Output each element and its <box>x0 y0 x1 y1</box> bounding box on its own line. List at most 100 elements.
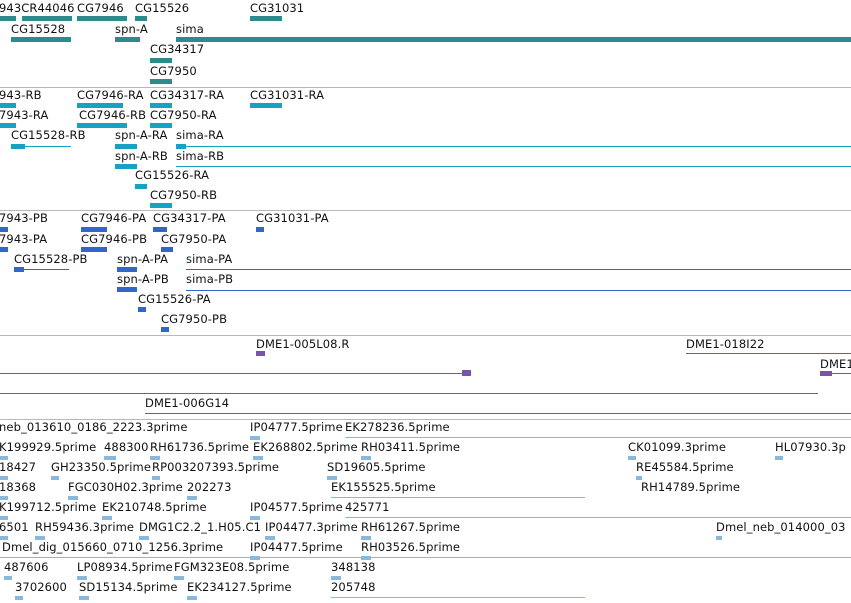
est-feature[interactable] <box>0 516 8 520</box>
transcript-feature[interactable] <box>250 103 282 108</box>
est-label[interactable]: SD15134.5prime <box>79 580 178 594</box>
protein-feature[interactable] <box>161 327 169 332</box>
protein-feature[interactable] <box>138 307 146 312</box>
est-label[interactable]: K199929.5prime <box>0 440 97 454</box>
est-label[interactable]: neb_013610_0186_2223.3prime <box>0 420 188 434</box>
transcript-feature[interactable] <box>150 103 172 108</box>
clone-label[interactable]: DME1-005L08.R <box>256 337 350 351</box>
est-feature[interactable] <box>361 456 371 460</box>
protein-label[interactable]: sima-PA <box>186 252 233 266</box>
gene-label[interactable]: CG7946 <box>77 1 124 15</box>
est-feature[interactable] <box>68 496 78 500</box>
gene-label[interactable]: CG7950 <box>150 64 197 78</box>
est-label[interactable]: IP04477.5prime <box>250 540 343 554</box>
est-label[interactable]: 6501 <box>0 520 29 534</box>
gene-feature[interactable] <box>250 16 282 21</box>
transcript-label[interactable]: CG7950-RA <box>150 108 217 122</box>
est-feature[interactable] <box>636 476 642 480</box>
gene-label[interactable]: CG15526 <box>135 1 190 15</box>
transcript-label[interactable]: sima-RA <box>176 128 224 142</box>
transcript-label[interactable]: 943-RB <box>0 88 42 102</box>
gene-feature[interactable] <box>135 16 147 21</box>
est-feature[interactable] <box>139 536 149 540</box>
protein-feature[interactable] <box>153 227 167 232</box>
est-label[interactable]: RE45584.5prime <box>636 460 734 474</box>
est-feature[interactable] <box>250 516 260 520</box>
protein-label[interactable]: sima-PB <box>186 272 234 286</box>
gene-label[interactable]: 943CR44046 <box>0 1 75 15</box>
clone-label[interactable]: DME1-006G14 <box>145 396 230 410</box>
protein-feature[interactable] <box>0 247 8 252</box>
est-feature[interactable] <box>628 456 636 460</box>
transcript-label[interactable]: CG7950-RB <box>150 188 218 202</box>
gene-label[interactable]: CG15528 <box>11 22 66 36</box>
clone-label[interactable]: DME1-018I22 <box>686 337 765 351</box>
est-feature[interactable] <box>150 456 160 460</box>
protein-feature[interactable] <box>0 227 8 232</box>
est-feature[interactable] <box>51 476 59 480</box>
est-label[interactable]: Dmel_neb_014000_03 <box>716 520 846 534</box>
gene-feature[interactable] <box>77 16 127 21</box>
est-feature[interactable] <box>361 536 371 540</box>
est-label[interactable]: EK278236.5prime <box>345 420 450 434</box>
transcript-feature[interactable] <box>77 103 123 108</box>
est-label[interactable]: K199712.5prime <box>0 500 97 514</box>
transcript-label[interactable]: spn-A-RA <box>115 128 168 142</box>
transcript-label[interactable]: CG31031-RA <box>250 88 325 102</box>
protein-label[interactable]: 7943-PB <box>0 211 48 225</box>
est-label[interactable]: DMG1C2.2_1.H05.C1 <box>139 520 262 534</box>
transcript-feature[interactable] <box>115 164 137 169</box>
protein-feature[interactable] <box>161 247 173 252</box>
est-feature[interactable] <box>250 436 260 440</box>
gene-feature[interactable] <box>22 16 72 21</box>
est-label[interactable]: 487606 <box>4 560 49 574</box>
protein-label[interactable]: CG34317-PA <box>153 211 226 225</box>
est-label[interactable]: EK155525.5prime <box>331 480 436 494</box>
transcript-feature[interactable] <box>77 123 127 128</box>
protein-label[interactable]: 7943-PA <box>0 232 48 246</box>
est-label[interactable]: GH23350.5prime <box>51 460 152 474</box>
est-label[interactable]: RH61736.5prime <box>150 440 250 454</box>
protein-feature[interactable] <box>117 287 137 292</box>
est-feature[interactable] <box>174 576 184 580</box>
est-feature[interactable] <box>187 496 197 500</box>
est-feature[interactable] <box>15 596 23 600</box>
est-label[interactable]: LP08934.5prime <box>77 560 173 574</box>
protein-label[interactable]: CG15526-PA <box>138 292 211 306</box>
est-feature[interactable] <box>0 476 8 480</box>
est-label[interactable]: 3702600 <box>15 580 67 594</box>
est-label[interactable]: 202273 <box>187 480 232 494</box>
est-label[interactable]: CK01099.3prime <box>628 440 727 454</box>
est-feature[interactable] <box>152 476 160 480</box>
transcript-feature[interactable] <box>0 123 16 128</box>
protein-feature[interactable] <box>117 267 137 272</box>
est-feature[interactable] <box>35 536 45 540</box>
clone-feature[interactable] <box>462 370 471 376</box>
est-label[interactable]: RH61267.5prime <box>361 520 461 534</box>
est-feature[interactable] <box>104 456 116 460</box>
transcript-label[interactable]: CG15526-RA <box>135 168 210 182</box>
est-feature[interactable] <box>0 536 8 540</box>
est-label[interactable]: RH03411.5prime <box>361 440 461 454</box>
transcript-feature[interactable] <box>150 203 172 208</box>
protein-label[interactable]: spn-A-PA <box>117 252 169 266</box>
protein-label[interactable]: CG7950-PB <box>161 312 228 326</box>
est-label[interactable]: RP003207393.5prime <box>152 460 280 474</box>
est-label[interactable]: IP04577.5prime <box>250 500 343 514</box>
est-label[interactable]: SD19605.5prime <box>327 460 426 474</box>
est-feature[interactable] <box>102 516 112 520</box>
protein-label[interactable]: CG7946-PA <box>81 211 147 225</box>
protein-feature[interactable] <box>256 227 264 232</box>
gene-label[interactable]: CG34317 <box>150 42 205 56</box>
est-label[interactable]: 18427 <box>0 460 37 474</box>
protein-label[interactable]: CG31031-PA <box>256 211 329 225</box>
transcript-label[interactable]: CG7946-RA <box>77 88 144 102</box>
transcript-label[interactable]: CG7946-RB <box>79 108 147 122</box>
est-label[interactable]: FGM323E08.5prime <box>174 560 290 574</box>
est-feature[interactable] <box>361 556 371 560</box>
gene-feature[interactable] <box>11 37 71 42</box>
est-feature[interactable] <box>0 496 8 500</box>
est-feature[interactable] <box>331 576 341 580</box>
est-feature[interactable] <box>79 596 89 600</box>
est-label[interactable]: IP04777.5prime <box>250 420 343 434</box>
